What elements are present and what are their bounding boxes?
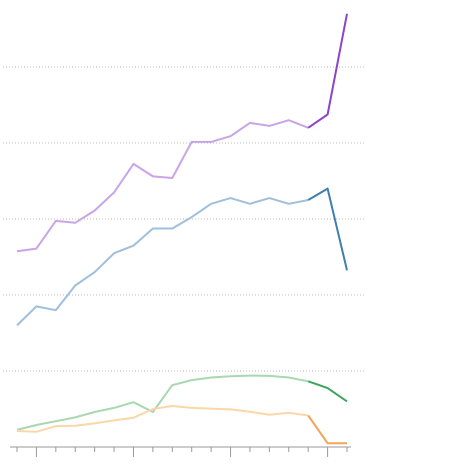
series-line-highlight-1 — [307, 13, 348, 129]
series-line-highlight-2 — [307, 187, 348, 271]
series-line-2 — [16, 197, 309, 327]
series-line-highlight-4 — [307, 414, 347, 445]
gridlines — [3, 66, 366, 372]
series-line-3 — [16, 374, 309, 431]
x-axis — [10, 446, 351, 457]
series-line-highlight-3 — [307, 380, 348, 403]
series-lines — [16, 13, 348, 445]
series-line-1 — [16, 119, 309, 253]
series-line-4 — [16, 405, 309, 433]
